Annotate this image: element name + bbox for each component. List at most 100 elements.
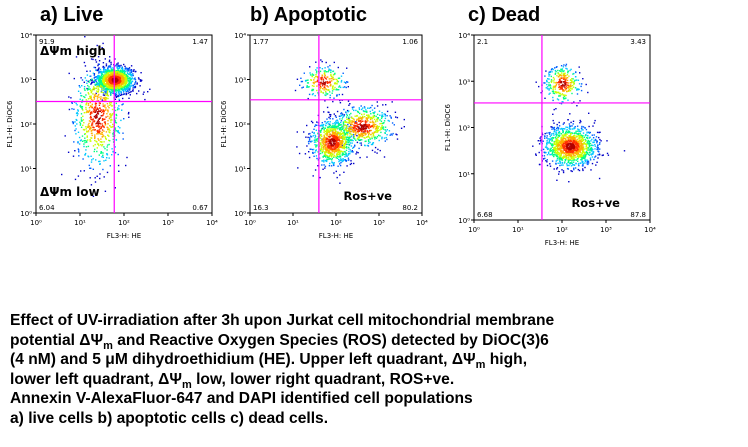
event-dot xyxy=(335,126,337,128)
event-dot xyxy=(315,155,318,157)
event-dot xyxy=(581,129,583,131)
event-dot xyxy=(311,88,313,91)
event-dot xyxy=(87,124,89,126)
event-dot xyxy=(583,156,585,158)
event-dot xyxy=(570,152,572,155)
event-dot xyxy=(336,146,338,149)
event-dot xyxy=(333,88,335,90)
event-dot xyxy=(342,72,344,74)
event-dot xyxy=(575,136,578,138)
event-dot xyxy=(555,108,557,110)
event-dot xyxy=(577,157,579,160)
event-dot xyxy=(549,154,551,156)
event-dot xyxy=(109,88,111,90)
event-dot xyxy=(556,138,558,141)
event-dot xyxy=(357,152,359,154)
event-dot xyxy=(554,146,556,148)
event-dot xyxy=(308,151,310,153)
event-dot xyxy=(580,138,583,141)
event-dot xyxy=(332,138,334,141)
event-dot xyxy=(96,115,98,117)
event-dot xyxy=(568,123,571,125)
event-dot xyxy=(328,165,331,167)
event-dot xyxy=(123,81,125,83)
event-dot xyxy=(325,137,327,139)
event-dot xyxy=(558,95,560,97)
event-dot xyxy=(85,79,88,82)
event-dot xyxy=(122,97,124,100)
event-dot xyxy=(555,142,557,144)
event-dot xyxy=(588,125,590,128)
event-dot xyxy=(576,89,578,91)
event-dot xyxy=(330,75,332,77)
event-dot xyxy=(89,101,91,104)
event-dot xyxy=(367,131,369,134)
event-dot xyxy=(574,132,576,135)
event-dot xyxy=(109,76,112,78)
event-dot xyxy=(341,113,344,115)
event-dot xyxy=(339,99,341,102)
event-dot xyxy=(377,117,380,119)
event-dot xyxy=(315,69,317,71)
event-dot xyxy=(98,75,100,77)
event-dot xyxy=(88,122,90,125)
event-dot xyxy=(341,118,343,120)
event-dot xyxy=(329,144,331,146)
event-dot xyxy=(561,159,564,161)
event-dot xyxy=(91,89,94,91)
event-dot xyxy=(354,126,356,128)
event-dot xyxy=(342,86,344,89)
event-dot xyxy=(599,138,601,141)
event-dot xyxy=(582,132,585,134)
event-dot xyxy=(340,129,342,131)
event-dot xyxy=(319,137,321,139)
event-dot xyxy=(328,69,330,72)
event-dot xyxy=(96,44,98,47)
event-dot xyxy=(118,76,120,78)
event-dot xyxy=(107,88,109,91)
event-dot xyxy=(104,136,106,138)
event-dot xyxy=(107,73,109,75)
event-dot xyxy=(374,138,376,140)
event-dot xyxy=(329,124,332,126)
event-dot xyxy=(81,79,84,81)
event-dot xyxy=(117,64,119,66)
event-dot xyxy=(101,131,103,134)
event-dot xyxy=(327,121,329,123)
event-dot xyxy=(588,142,590,144)
event-dot xyxy=(331,77,333,79)
event-dot xyxy=(112,123,114,126)
event-dot xyxy=(99,71,101,73)
event-dot xyxy=(567,85,569,87)
event-dot xyxy=(103,70,106,72)
event-dot xyxy=(102,110,104,112)
event-dot xyxy=(310,120,313,123)
event-dot xyxy=(94,87,96,89)
event-dot xyxy=(101,86,104,89)
event-dot xyxy=(72,121,75,123)
event-dot xyxy=(68,96,70,98)
event-dot xyxy=(365,125,367,127)
event-dot xyxy=(102,168,104,171)
event-dot xyxy=(598,153,601,155)
event-dot xyxy=(339,129,341,131)
event-dot xyxy=(361,133,363,136)
event-dot xyxy=(309,66,311,68)
event-dot xyxy=(99,177,101,180)
event-dot xyxy=(87,92,89,94)
event-dot xyxy=(560,137,562,139)
event-dot xyxy=(572,123,574,125)
event-dot xyxy=(380,128,382,130)
event-dot xyxy=(580,152,582,154)
event-dot xyxy=(570,162,572,164)
event-dot xyxy=(88,164,90,167)
event-dot xyxy=(328,143,330,145)
event-dot xyxy=(320,59,322,61)
event-dot xyxy=(97,111,99,113)
event-dot xyxy=(336,133,338,135)
event-dot xyxy=(366,144,369,147)
event-dot xyxy=(315,72,318,74)
event-dot xyxy=(384,117,387,120)
event-dot xyxy=(550,75,552,78)
